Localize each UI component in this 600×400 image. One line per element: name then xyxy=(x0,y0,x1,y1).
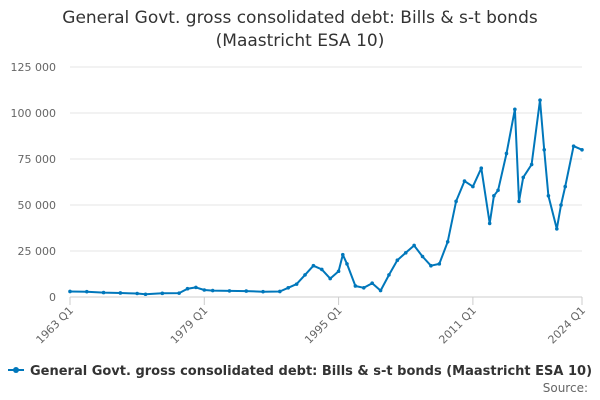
data-point xyxy=(403,251,408,255)
data-point xyxy=(143,292,148,297)
data-point xyxy=(311,263,316,268)
data-point xyxy=(84,289,89,294)
data-point xyxy=(278,289,282,294)
data-point xyxy=(68,289,72,294)
legend-label: General Govt. gross consolidated debt: B… xyxy=(29,364,593,379)
data-point xyxy=(420,254,425,259)
y-tick-label: 125 000 xyxy=(11,61,57,74)
legend-marker xyxy=(7,364,24,376)
data-point xyxy=(445,240,450,244)
data-point xyxy=(361,286,366,290)
data-point xyxy=(353,284,358,288)
data-point xyxy=(227,289,232,293)
data-point xyxy=(462,179,467,183)
data-point xyxy=(294,282,299,286)
series-line xyxy=(69,99,583,296)
y-tick-label: 75 000 xyxy=(18,153,57,166)
data-point xyxy=(538,98,542,102)
data-point xyxy=(328,276,332,281)
x-tick-label: 1995 Q1 xyxy=(302,304,345,347)
data-point xyxy=(340,252,345,257)
data-point xyxy=(555,227,559,231)
data-point xyxy=(529,162,534,167)
data-point xyxy=(261,289,265,294)
x-tick-label: 2024 Q1 xyxy=(546,304,589,347)
y-tick-label: 100 000 xyxy=(11,107,57,120)
data-point xyxy=(177,291,181,295)
data-point xyxy=(202,288,207,292)
data-point xyxy=(336,269,341,274)
data-point xyxy=(303,273,307,277)
data-point xyxy=(378,288,383,293)
data-point xyxy=(571,144,576,148)
data-point xyxy=(320,267,324,272)
data-point xyxy=(471,184,475,189)
data-point xyxy=(160,291,165,296)
data-point xyxy=(454,199,458,204)
chart-legend[interactable]: General Govt. gross consolidated debt: B… xyxy=(0,364,600,379)
data-point xyxy=(412,243,416,248)
data-point xyxy=(487,221,492,226)
data-point xyxy=(118,291,123,295)
data-point xyxy=(210,288,215,293)
x-tick-label: 1963 Q1 xyxy=(34,304,77,347)
data-point xyxy=(194,285,198,290)
y-tick-label: 0 xyxy=(49,291,56,304)
data-point xyxy=(135,291,139,296)
data-point xyxy=(542,148,547,152)
x-tick-label: 1979 Q1 xyxy=(168,304,211,347)
data-point xyxy=(387,273,391,277)
data-point xyxy=(244,289,249,293)
x-tick-label: 2011 Q1 xyxy=(436,304,479,347)
y-tick-label: 25 000 xyxy=(18,245,57,258)
source-label: Source: xyxy=(542,381,588,395)
data-point xyxy=(546,194,551,198)
data-point xyxy=(496,188,500,193)
data-point xyxy=(479,166,484,170)
data-point xyxy=(286,286,291,290)
data-point xyxy=(345,262,349,266)
data-point xyxy=(563,184,568,189)
data-point xyxy=(559,203,563,207)
data-point xyxy=(429,263,433,268)
data-point xyxy=(185,286,190,291)
data-point xyxy=(504,151,509,156)
data-point xyxy=(101,290,106,295)
data-point xyxy=(513,107,517,112)
data-point xyxy=(395,258,400,263)
data-point xyxy=(517,199,521,204)
chart-title: General Govt. gross consolidated debt: B… xyxy=(62,8,538,51)
data-point xyxy=(370,281,374,286)
data-point xyxy=(521,175,526,180)
y-tick-label: 50 000 xyxy=(18,199,57,212)
data-point xyxy=(580,148,584,152)
data-point xyxy=(492,194,496,198)
data-point xyxy=(437,262,442,266)
